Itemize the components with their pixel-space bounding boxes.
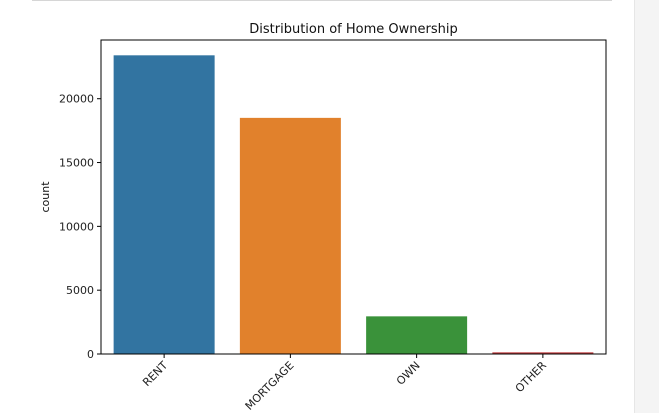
bar-own: [366, 316, 468, 354]
bars-layer: [113, 55, 594, 354]
y-axis: 0 5000 10000 15000 20000: [59, 93, 101, 361]
y-tick-label: 20000: [59, 93, 94, 106]
y-tick-label: 15000: [59, 157, 94, 170]
y-axis-label: count: [39, 181, 52, 213]
bar-other: [492, 352, 594, 354]
bar-rent: [113, 55, 215, 354]
plot-frame: [100, 39, 607, 355]
x-tick-label: OTHER: [513, 359, 549, 395]
bar-mortgage: [239, 117, 341, 354]
chart-title: Distribution of Home Ownership: [249, 22, 457, 37]
x-tick-label: MORTGAGE: [243, 359, 297, 413]
y-tick-label: 5000: [66, 284, 94, 297]
x-axis: RENT MORTGAGE OWN OTHER: [140, 354, 549, 413]
y-tick-label: 10000: [59, 220, 94, 233]
y-tick-label: 0: [87, 348, 94, 361]
x-tick-label: OWN: [394, 359, 423, 388]
top-divider: [32, 0, 612, 1]
right-scroll-gutter: [634, 0, 659, 413]
x-tick-label: RENT: [140, 359, 170, 389]
